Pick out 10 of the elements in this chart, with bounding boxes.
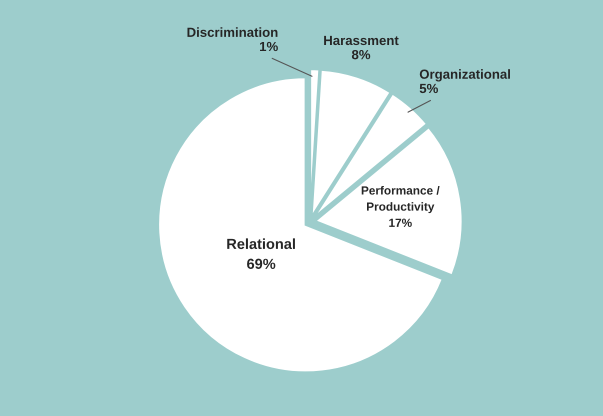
slice-label: Organizational	[420, 69, 510, 82]
slice-label: Performance / Productivity	[362, 186, 440, 214]
data-label: 69%	[247, 258, 276, 269]
data-label: 17%	[389, 218, 412, 227]
data-label: 1%	[260, 42, 278, 52]
slice-label: Relational	[227, 238, 295, 250]
data-label: 5%	[420, 84, 438, 94]
slice-label: Harassment	[324, 36, 399, 46]
slice-label: Discrimination	[187, 27, 278, 37]
data-label: 8%	[352, 50, 370, 60]
